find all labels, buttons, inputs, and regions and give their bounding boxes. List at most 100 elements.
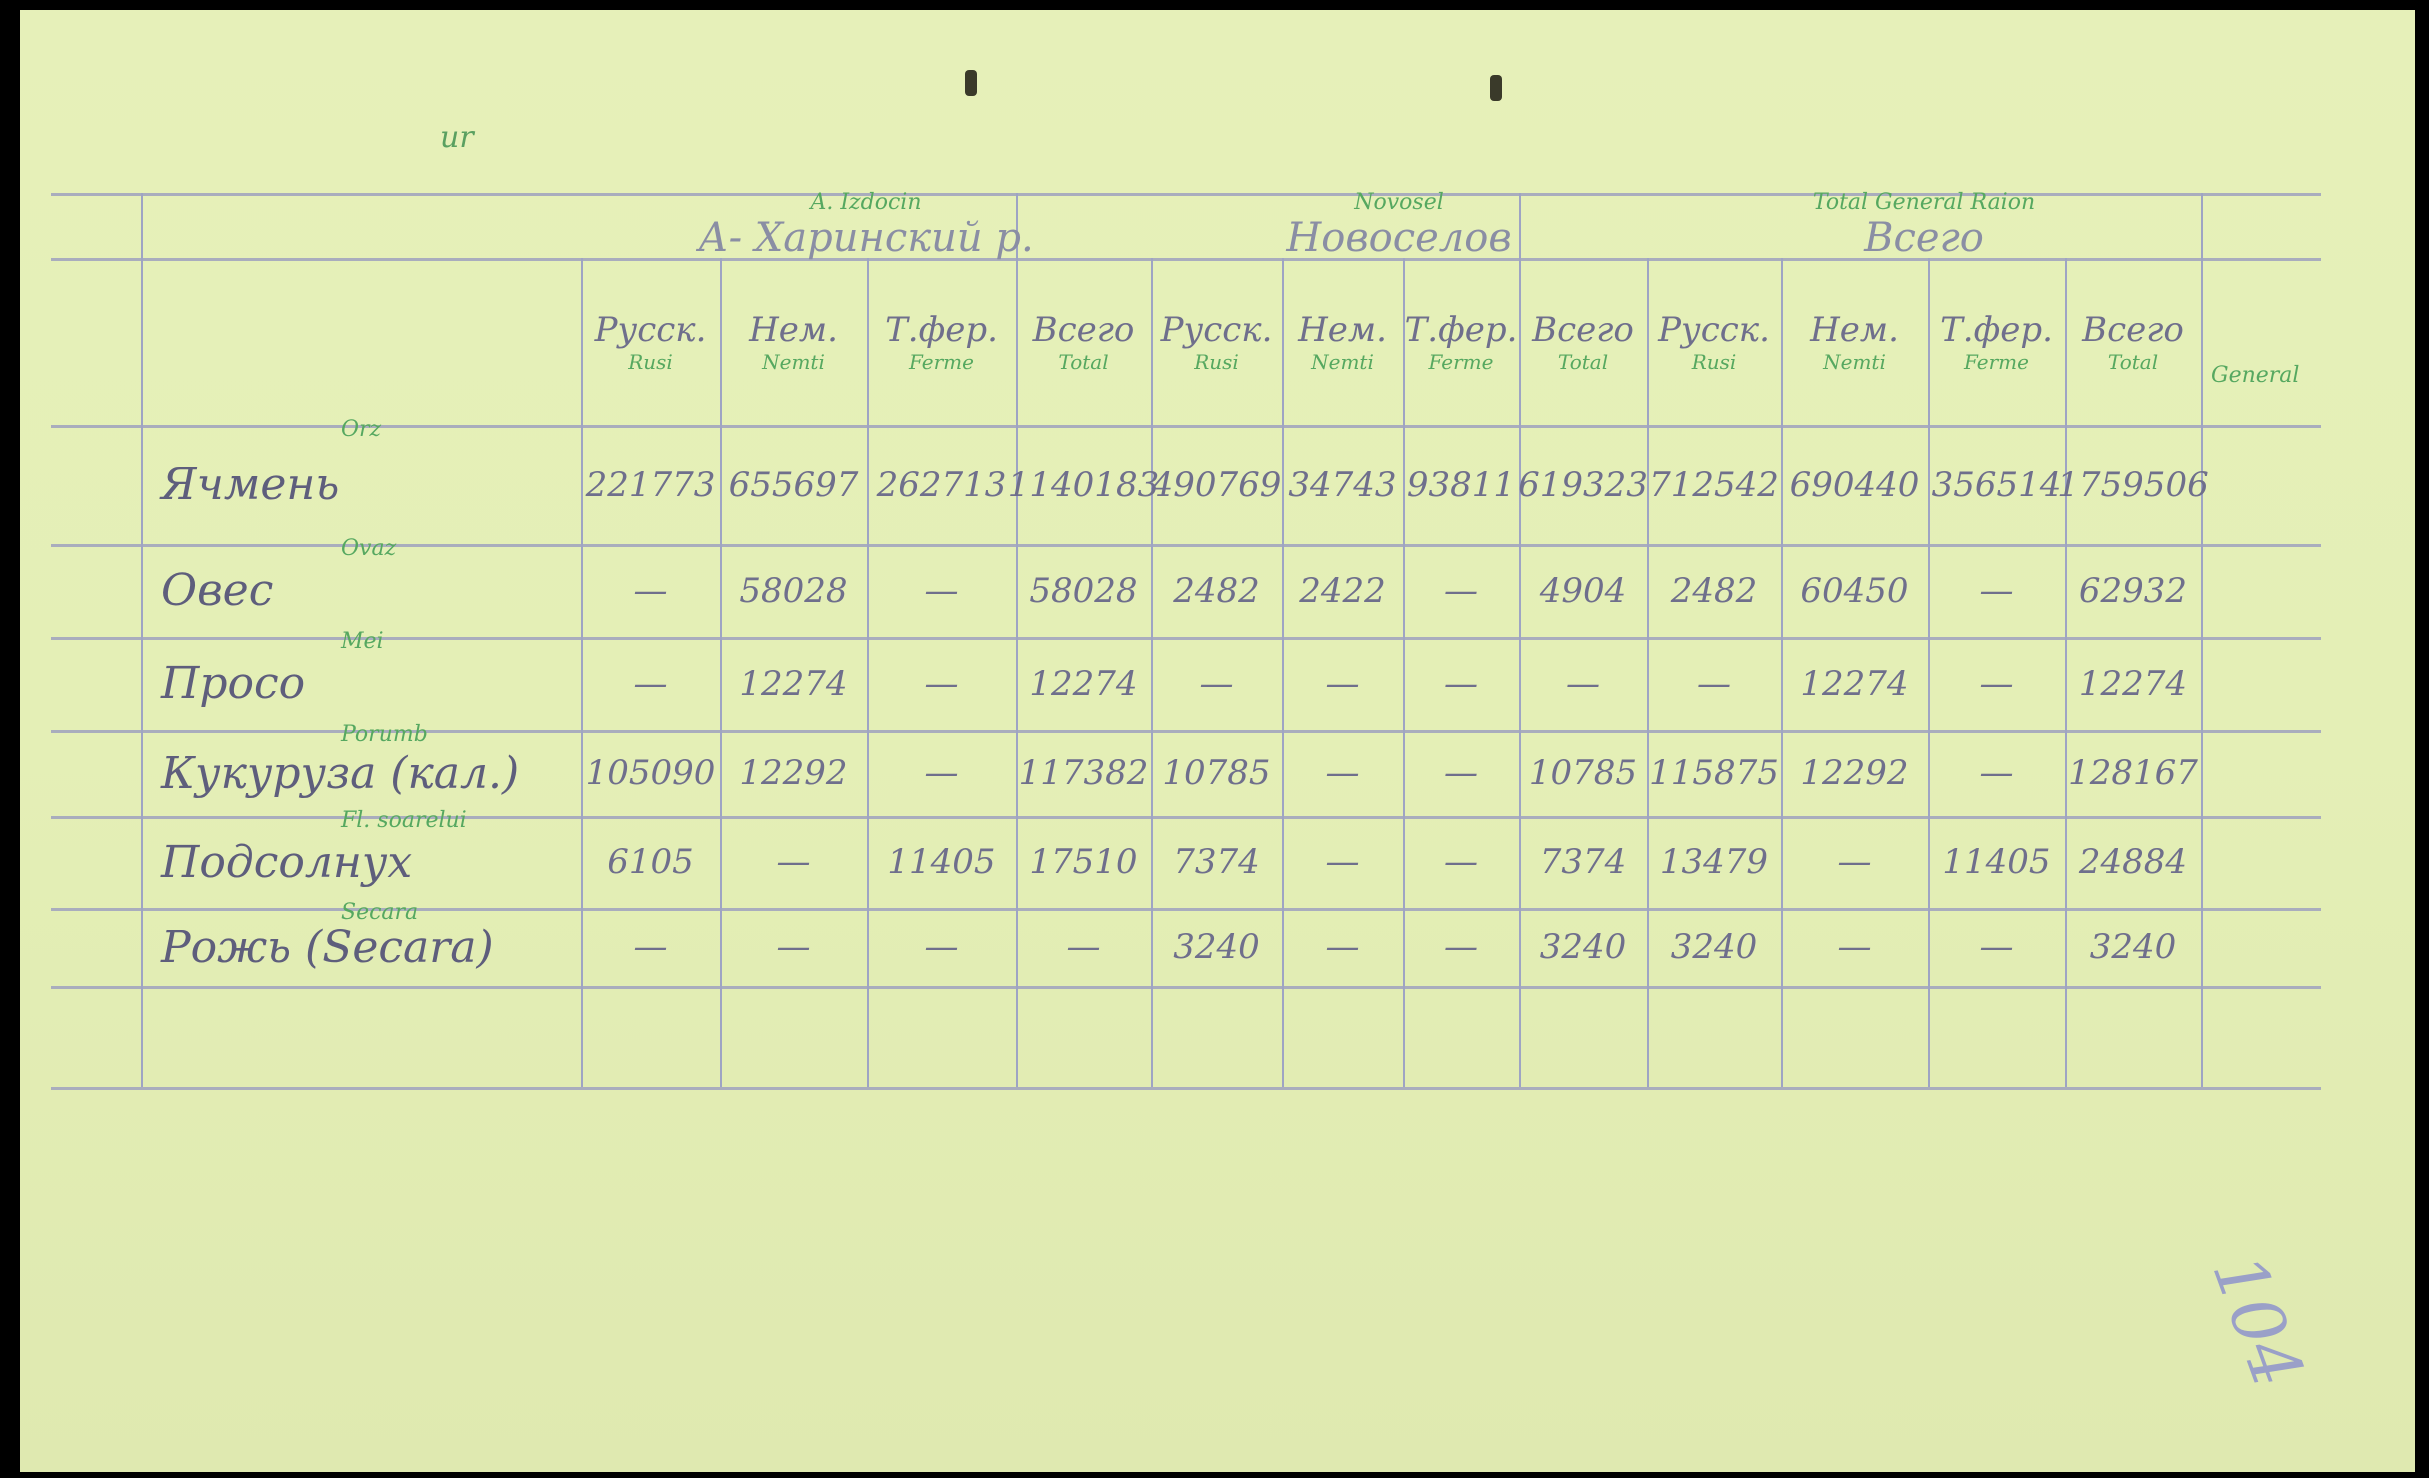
crop-table: A. Izdocin А- Харинский р. Novosel Новосело… xyxy=(51,190,2321,1090)
row-label: Кукуруза (кал.) xyxy=(161,747,520,799)
column-label: Русск. xyxy=(594,309,707,350)
table-cell: 712542 xyxy=(1649,464,1779,505)
group-label: Всего xyxy=(1864,215,1984,261)
column-rule xyxy=(2201,193,2203,1087)
row-rule xyxy=(51,1087,2321,1090)
table-cell: 10785 xyxy=(1528,753,1638,793)
column-note: Nemti xyxy=(762,349,825,374)
table-cell: 262713 xyxy=(876,464,1007,505)
column-label: Нем. xyxy=(1810,309,1899,350)
table-cell: 60450 xyxy=(1800,570,1909,611)
table-cell: 115875 xyxy=(1649,753,1779,793)
total-general-note: General xyxy=(2211,363,2300,388)
column-header: Нем. Nemti xyxy=(1282,258,1403,425)
column-header: Т.фер. Ferme xyxy=(1928,258,2065,425)
column-header: Всего Total xyxy=(1016,258,1151,425)
table-cell: — xyxy=(633,927,668,967)
column-header: Т.фер. Ferme xyxy=(1403,258,1519,425)
column-rule xyxy=(720,258,722,1087)
table-cell: — xyxy=(1837,842,1872,882)
table-cell: — xyxy=(1444,753,1478,793)
table-cell: — xyxy=(1199,663,1234,704)
group-label: А- Харинский р. xyxy=(698,215,1034,261)
column-note: Rusi xyxy=(1194,349,1239,374)
table-cell: 3240 xyxy=(1173,927,1260,967)
row-note: Fl. soarelui xyxy=(341,808,467,833)
table-cell: 490769 xyxy=(1151,464,1282,505)
row-label: Просо xyxy=(161,658,306,709)
table-cell: 7374 xyxy=(1173,842,1260,882)
table-cell: — xyxy=(1444,842,1478,882)
table-cell: 2482 xyxy=(1173,570,1260,611)
table-cell: 3240 xyxy=(2089,927,2177,967)
column-rule xyxy=(1403,258,1405,1087)
column-note: Total xyxy=(2107,349,2159,374)
table-cell: — xyxy=(776,927,811,967)
column-note: Rusi xyxy=(628,349,673,374)
table-cell: — xyxy=(1697,663,1731,704)
table-cell: — xyxy=(1325,663,1360,704)
column-rule xyxy=(867,258,869,1087)
table-cell: 34743 xyxy=(1288,464,1397,505)
column-label: Всего xyxy=(1032,309,1135,350)
row-rule xyxy=(51,425,2321,428)
column-header: Русск. Rusi xyxy=(1151,258,1282,425)
table-cell: — xyxy=(924,753,959,793)
group-note: A. Izdocin xyxy=(810,190,922,215)
table-cell: 12274 xyxy=(1800,663,1909,704)
table-cell: 128167 xyxy=(2068,753,2198,793)
table-cell: 7374 xyxy=(1539,842,1627,882)
column-header: Т.фер. Ferme xyxy=(867,258,1016,425)
column-header: Всего Total xyxy=(2065,258,2201,425)
column-header: Нем. Nemti xyxy=(1781,258,1928,425)
table-cell: — xyxy=(1444,927,1478,967)
table-cell: — xyxy=(1979,927,2014,967)
table-cell: 58028 xyxy=(739,570,848,611)
table-cell: — xyxy=(924,570,959,611)
column-note: Total xyxy=(1058,349,1109,374)
table-cell: — xyxy=(1325,753,1360,793)
column-rule xyxy=(1781,258,1783,1087)
table-cell: — xyxy=(1066,927,1101,967)
column-label: Нем. xyxy=(749,309,838,350)
column-rule xyxy=(1519,193,1521,1087)
table-cell: — xyxy=(1444,570,1478,611)
table-cell: 2482 xyxy=(1670,570,1758,611)
table-cell: 619323 xyxy=(1518,464,1648,505)
group-note: Novosel xyxy=(1354,190,1444,215)
table-cell: 10785 xyxy=(1162,753,1271,793)
column-rule xyxy=(581,258,583,1087)
table-cell: 24884 xyxy=(2078,842,2188,882)
column-rule xyxy=(141,193,143,1087)
signature: 104 xyxy=(2196,1244,2320,1398)
table-cell: — xyxy=(1566,663,1600,704)
column-label: Русск. xyxy=(1658,309,1770,350)
row-note: Ovaz xyxy=(341,536,397,561)
table-cell: 105090 xyxy=(585,753,716,793)
row-rule xyxy=(51,258,2321,261)
table-cell: 3240 xyxy=(1539,927,1627,967)
table-cell: — xyxy=(1979,663,2014,704)
row-label: Подсолнух xyxy=(161,836,413,888)
row-label: Ячмень xyxy=(161,459,340,510)
row-rule xyxy=(51,193,2321,196)
table-cell: — xyxy=(1979,753,2014,793)
column-rule xyxy=(1928,258,1930,1087)
row-rule xyxy=(51,730,2321,733)
column-note: Rusi xyxy=(1691,349,1737,374)
row-rule xyxy=(51,816,2321,819)
table-cell: 13479 xyxy=(1659,842,1769,882)
row-rule xyxy=(51,908,2321,911)
row-note: Mei xyxy=(341,629,384,654)
row-label: Овес xyxy=(161,565,274,616)
table-cell: 11405 xyxy=(887,842,996,882)
row-note: Porumb xyxy=(341,722,428,747)
document-page: ur A. Izdocin А- Харинский р. Novosel Новос… xyxy=(20,10,2415,1472)
column-rule xyxy=(1282,258,1284,1087)
row-rule xyxy=(51,637,2321,640)
column-label: Русск. xyxy=(1160,309,1273,350)
table-cell: 6105 xyxy=(607,842,694,882)
row-rule xyxy=(51,986,2321,989)
table-cell: 12292 xyxy=(739,753,848,793)
table-cell: 221773 xyxy=(585,464,716,505)
